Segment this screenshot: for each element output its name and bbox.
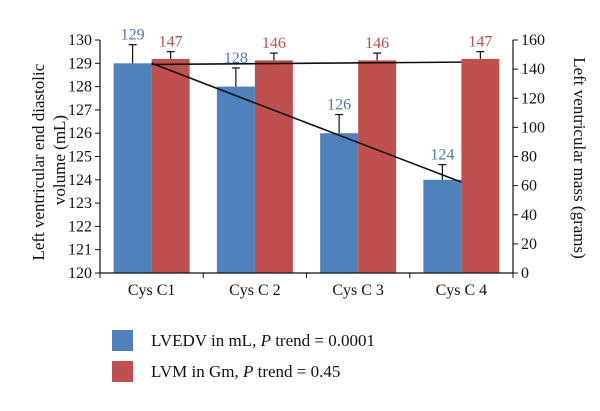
trendlines-layer: [151, 61, 462, 183]
y-left-tick-label-126: 126: [68, 125, 92, 142]
bar-lvm-3: [358, 60, 397, 274]
bar-lvedv-3: [320, 133, 359, 273]
y-left-tick-label-129: 129: [68, 55, 92, 72]
x-tick-label-4: Cys C 4: [436, 282, 488, 299]
data-labels-layer: 129 128 126 124 147 146 146 147: [121, 27, 493, 164]
legend: LVEDV in mL, P trend = 0.0001 LVM in Gm,…: [112, 330, 375, 392]
bars-layer: [113, 58, 500, 274]
y-right-tick-label-20: 20: [521, 236, 537, 253]
legend-trend-lvedv: P trend = 0.0001: [260, 330, 375, 350]
bar-lvedv-4: [423, 179, 462, 273]
y-right-tick-label-100: 100: [521, 119, 545, 136]
trendline-lvm: [151, 61, 462, 66]
bar-lvm-1: [151, 58, 190, 274]
x-tick-label-2: Cys C 2: [229, 282, 281, 299]
data-label-lvedv-2: 128: [224, 50, 248, 67]
data-label-lvm-1: 147: [159, 34, 183, 51]
data-label-lvedv-1: 129: [121, 27, 145, 44]
data-label-lvedv-3: 126: [327, 97, 351, 114]
y-right-tick-label-120: 120: [521, 90, 545, 107]
y-right-tick-label-140: 140: [521, 61, 545, 78]
data-label-lvm-4: 147: [468, 34, 492, 51]
y-left-tick-label-121: 121: [68, 242, 92, 259]
y-right-tick-label-160: 160: [521, 32, 545, 49]
y-right-tick-label-80: 80: [521, 149, 537, 166]
legend-swatch-lvedv: [112, 330, 133, 351]
legend-series-name-lvedv: LVEDV in mL: [151, 330, 253, 350]
legend-item-lvm: LVM in Gm, P trend = 0.45: [112, 361, 375, 382]
y-left-tick-label-128: 128: [68, 79, 92, 96]
bar-lvedv-2: [216, 86, 255, 273]
y-axis-right-title: Left ventricular mass (grams): [570, 57, 589, 259]
y-left-tick-label-123: 123: [68, 195, 92, 212]
trendline-lvedv: [151, 62, 462, 183]
y-left-tick-label-125: 125: [68, 149, 92, 166]
y-left-tick-label-130: 130: [68, 32, 92, 49]
bar-lvedv-1: [113, 63, 152, 273]
y-left-tick-label-122: 122: [68, 218, 92, 235]
y-right-tick-label-0: 0: [521, 265, 529, 282]
legend-trend-lvm: P trend = 0.45: [242, 361, 341, 381]
legend-swatch-lvm: [112, 361, 133, 382]
y-right-tick-label-60: 60: [521, 178, 537, 195]
data-label-lvedv-4: 124: [430, 147, 454, 164]
x-tick-label-3: Cys C 3: [332, 282, 384, 299]
y-right-tick-label-40: 40: [521, 207, 537, 224]
legend-series-name-lvm: LVM in Gm: [151, 361, 235, 381]
y-axis-left-title: Left ventricular end diastolic volume (m…: [29, 59, 69, 260]
error-bars-layer: [128, 44, 485, 180]
x-tick-label-1: Cys C1: [128, 282, 176, 299]
data-label-lvm-3: 146: [365, 35, 389, 52]
y-left-tick-label-120: 120: [68, 265, 92, 282]
data-label-lvm-2: 146: [262, 35, 286, 52]
y-left-tick-label-124: 124: [68, 172, 92, 189]
legend-item-lvedv: LVEDV in mL, P trend = 0.0001: [112, 330, 375, 351]
y-left-tick-label-127: 127: [68, 102, 92, 119]
bar-lvm-4: [461, 58, 500, 274]
bar-lvm-2: [254, 60, 293, 274]
axes-layer: 120 121 122 123 124 125 126 127 128 129 130 0 20 40 60…: [68, 32, 545, 299]
